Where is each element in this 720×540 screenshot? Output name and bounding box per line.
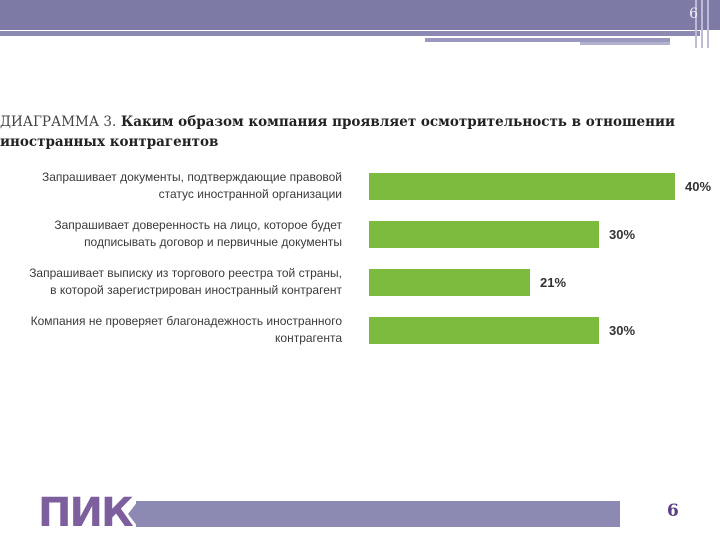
category-label-line: Компания не проверяет благонадежность ин…	[30, 314, 342, 328]
footer-bar-tip	[128, 501, 138, 527]
value-label: 30%	[609, 323, 636, 338]
bar	[369, 269, 530, 296]
company-logo: ПИК	[38, 490, 134, 536]
footer-bar	[136, 501, 620, 527]
header-strip	[0, 31, 700, 36]
value-label: 30%	[609, 227, 636, 242]
category-label: Запрашивает доверенность на лицо, которо…	[0, 217, 342, 251]
chart-title-prefix: ДИАГРАММА 3.	[0, 114, 117, 130]
category-label-line: Запрашивает доверенность на лицо, которо…	[54, 218, 342, 232]
chart-title-text: Каким образом компания проявляет осмотри…	[0, 114, 676, 150]
category-label-line: Запрашивает выписку из торгового реестра…	[29, 266, 342, 280]
header-strip-accent-small	[580, 42, 670, 45]
category-label-line: Запрашивает документы, подтверждающие пр…	[41, 170, 342, 184]
category-label: Запрашивает выписку из торгового реестра…	[0, 265, 342, 299]
category-label-line: статус иностранной организации	[158, 187, 342, 201]
header-bar	[0, 0, 720, 30]
category-label: Запрашивает документы, подтверждающие пр…	[0, 169, 342, 203]
chart-title: ДИАГРАММА 3. Каким образом компания проя…	[0, 112, 700, 152]
bar	[369, 317, 599, 344]
bar	[369, 173, 675, 200]
slide-number-bottom: 6	[667, 501, 679, 521]
slide-number-top: 6	[689, 6, 698, 22]
bar	[369, 221, 599, 248]
value-label: 21%	[540, 275, 567, 290]
header-vertical-lines	[693, 0, 720, 48]
category-label-line: подписывать договор и первичные документ…	[84, 235, 342, 249]
value-label: 40%	[685, 179, 712, 194]
category-label-line: в которой зарегистрирован иностранный ко…	[50, 283, 342, 297]
category-label-line: контрагента	[275, 331, 342, 345]
category-label: Компания не проверяет благонадежность ин…	[0, 313, 342, 347]
header-strip-accent	[425, 38, 670, 42]
